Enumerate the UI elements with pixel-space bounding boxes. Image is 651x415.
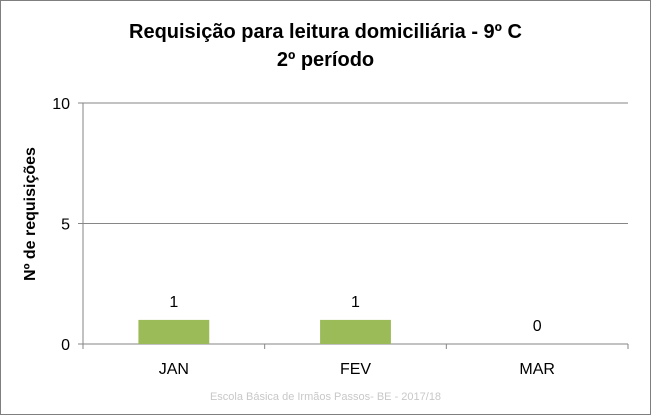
x-tick-label-mar: MAR [519, 361, 555, 378]
bar-jan [138, 319, 210, 344]
chart-title-block: Requisição para leitura domiciliária - 9… [0, 18, 651, 74]
data-label-jan: 1 [169, 294, 178, 311]
y-tick-label-0: 0 [61, 337, 70, 354]
x-tick-label-fev: FEV [340, 361, 371, 378]
y-tick-label-2: 10 [52, 96, 70, 113]
chart-title: Requisição para leitura domiciliária - 9… [129, 21, 522, 43]
data-label-mar: 0 [533, 318, 542, 335]
data-label-fev: 1 [351, 294, 360, 311]
y-tick-label-1: 5 [61, 217, 70, 234]
bar-fev [320, 319, 391, 344]
footer-text: Escola Básica de Irmãos Passos- BE - 201… [209, 391, 442, 403]
x-tick-label-jan: JAN [159, 361, 189, 378]
chart-subtitle: 2º período [276, 49, 375, 71]
